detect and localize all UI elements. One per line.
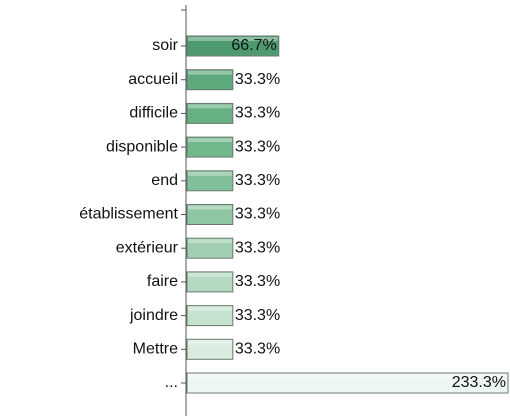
bar <box>186 69 234 91</box>
bar-highlight <box>188 340 232 345</box>
category-label: ... <box>165 374 178 391</box>
bar-highlight <box>188 138 232 143</box>
value-label: 33.3% <box>235 341 280 358</box>
bar <box>186 271 234 293</box>
value-label: 33.3% <box>235 138 280 155</box>
bar <box>186 136 234 158</box>
bar <box>186 204 234 225</box>
bar-highlight <box>188 104 232 109</box>
category-label: joindre <box>129 307 178 324</box>
category-label: établissement <box>79 206 178 223</box>
bar-highlight <box>188 239 232 244</box>
category-label: accueil <box>128 71 178 88</box>
category-label: end <box>151 172 178 189</box>
bar-highlight <box>188 306 232 311</box>
bar-highlight <box>188 70 232 75</box>
value-label: 66.7% <box>231 37 276 54</box>
category-label: disponible <box>106 138 178 155</box>
value-label: 33.3% <box>235 71 280 88</box>
value-label: 33.3% <box>235 239 280 256</box>
bar <box>186 305 234 327</box>
value-label: 33.3% <box>235 172 280 189</box>
category-label: soir <box>152 37 178 54</box>
category-label: faire <box>147 273 178 290</box>
value-label: 33.3% <box>235 105 280 122</box>
category-label: Mettre <box>133 341 178 358</box>
value-label: 233.3% <box>452 374 506 391</box>
bar-highlight <box>188 171 232 176</box>
bar <box>186 372 509 394</box>
category-label: difficile <box>129 105 178 122</box>
value-label: 33.3% <box>235 273 280 290</box>
bar <box>186 237 234 259</box>
bar <box>186 35 280 57</box>
value-label: 33.3% <box>235 307 280 324</box>
bar-highlight <box>188 272 232 277</box>
category-label: extérieur <box>116 239 179 256</box>
bar-highlight <box>188 37 278 41</box>
value-label: 33.3% <box>235 206 280 223</box>
bar <box>186 338 234 360</box>
bar <box>186 102 234 124</box>
bar <box>186 170 234 192</box>
bar-highlight <box>188 205 232 210</box>
bar-highlight <box>188 374 507 378</box>
